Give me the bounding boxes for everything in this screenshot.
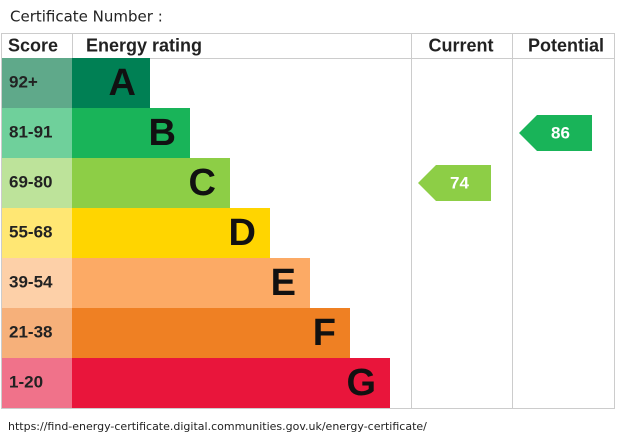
rating-bar bbox=[72, 208, 270, 258]
rating-bar bbox=[72, 158, 230, 208]
score-label: 55-68 bbox=[9, 222, 52, 241]
rating-bar bbox=[72, 358, 390, 408]
rating-letter: A bbox=[109, 62, 136, 104]
score-cell bbox=[2, 208, 72, 258]
score-cell bbox=[2, 258, 72, 308]
column-header: Energy rating bbox=[86, 35, 202, 55]
score-cell bbox=[2, 358, 72, 408]
rating-arrow bbox=[519, 115, 592, 151]
rating-letter: B bbox=[149, 112, 176, 154]
score-cell bbox=[2, 308, 72, 358]
rating-bar bbox=[72, 308, 350, 358]
rating-letter: D bbox=[229, 212, 256, 254]
rating-letter: G bbox=[346, 362, 376, 404]
column-header: Potential bbox=[528, 35, 604, 55]
column-header: Score bbox=[8, 35, 58, 55]
rating-bar bbox=[72, 108, 190, 158]
rating-value: 74 bbox=[450, 173, 469, 192]
score-label: 1-20 bbox=[9, 372, 43, 391]
rating-arrow bbox=[418, 165, 491, 201]
score-cell bbox=[2, 108, 72, 158]
rating-letter: C bbox=[189, 162, 216, 204]
score-label: 69-80 bbox=[9, 172, 52, 191]
score-label: 39-54 bbox=[9, 272, 53, 291]
score-label: 81-91 bbox=[9, 122, 52, 141]
score-label: 92+ bbox=[9, 72, 38, 91]
column-header: Current bbox=[428, 35, 493, 55]
source: https://find-energy-certificate.digital.… bbox=[8, 420, 427, 433]
score-label: 21-38 bbox=[9, 322, 52, 341]
rating-letter: F bbox=[313, 312, 336, 354]
score-cell bbox=[2, 58, 72, 108]
rating-bar bbox=[72, 58, 150, 108]
rating-bar bbox=[72, 258, 310, 308]
score-cell bbox=[2, 158, 72, 208]
table-frame bbox=[1, 33, 615, 409]
rating-letter: E bbox=[271, 262, 296, 304]
chart-title: Certificate Number : bbox=[10, 8, 163, 26]
rating-value: 86 bbox=[551, 123, 570, 142]
